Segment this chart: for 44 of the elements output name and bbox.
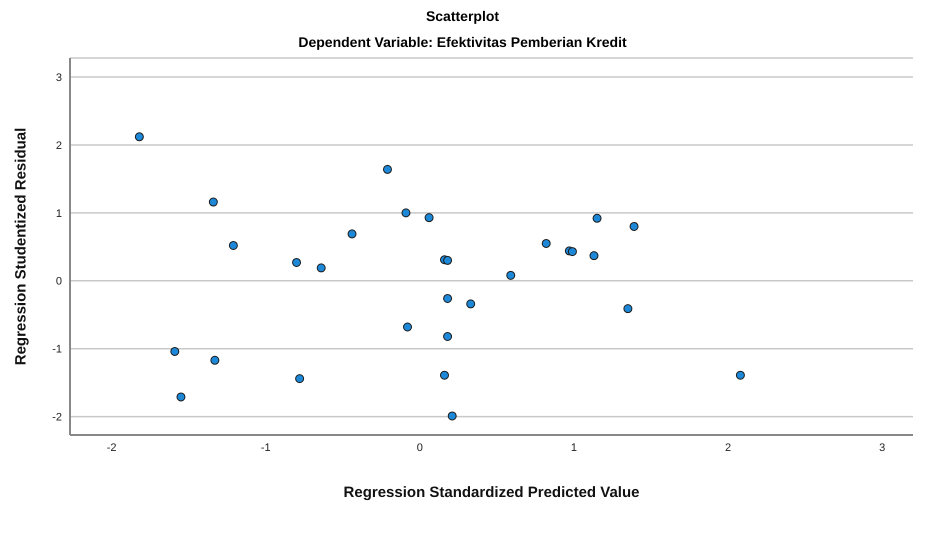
point xyxy=(589,251,598,260)
y-tick-label: -2 xyxy=(52,412,62,424)
point xyxy=(424,213,434,222)
point xyxy=(736,370,745,380)
x-tick-label: -2 xyxy=(106,442,116,454)
x-tick-label: 1 xyxy=(570,442,578,454)
y-tick-label: 2 xyxy=(56,140,62,152)
point xyxy=(176,392,186,402)
y-tick-label: -1 xyxy=(52,344,62,356)
point xyxy=(228,240,238,250)
chart-subtitle: Dependent Variable: Efektivitas Pemberian Kredit xyxy=(297,34,628,50)
x-tick-label: 3 xyxy=(879,442,886,454)
x-tick-label: -1 xyxy=(260,442,271,454)
y-tick-label: 1 xyxy=(56,208,62,220)
point xyxy=(630,222,639,231)
point xyxy=(592,214,602,223)
y-tick-label: 0 xyxy=(56,276,62,288)
point xyxy=(170,346,180,356)
point xyxy=(568,247,577,256)
point xyxy=(295,374,304,384)
point xyxy=(623,304,632,314)
point xyxy=(208,198,218,207)
point xyxy=(466,299,476,308)
point xyxy=(443,332,452,342)
chart-title: Scatterplot xyxy=(424,8,500,24)
x-axis-title: Regression Standardized Predicted Value xyxy=(344,484,640,501)
y-axis-title: Regression Studentized Residual xyxy=(12,128,30,366)
point xyxy=(382,164,392,174)
point xyxy=(401,208,410,218)
y-tick-label: 3 xyxy=(56,72,62,84)
point xyxy=(440,370,449,380)
point xyxy=(316,263,326,272)
point xyxy=(292,258,302,267)
point xyxy=(210,356,220,365)
x-tick-label: 0 xyxy=(416,442,423,454)
point xyxy=(448,411,457,420)
point xyxy=(443,256,452,265)
point xyxy=(348,229,357,238)
point xyxy=(506,270,516,280)
point xyxy=(134,132,144,142)
point xyxy=(443,294,452,303)
x-tick-label: 2 xyxy=(725,442,732,454)
point xyxy=(403,322,412,332)
point xyxy=(542,238,551,248)
